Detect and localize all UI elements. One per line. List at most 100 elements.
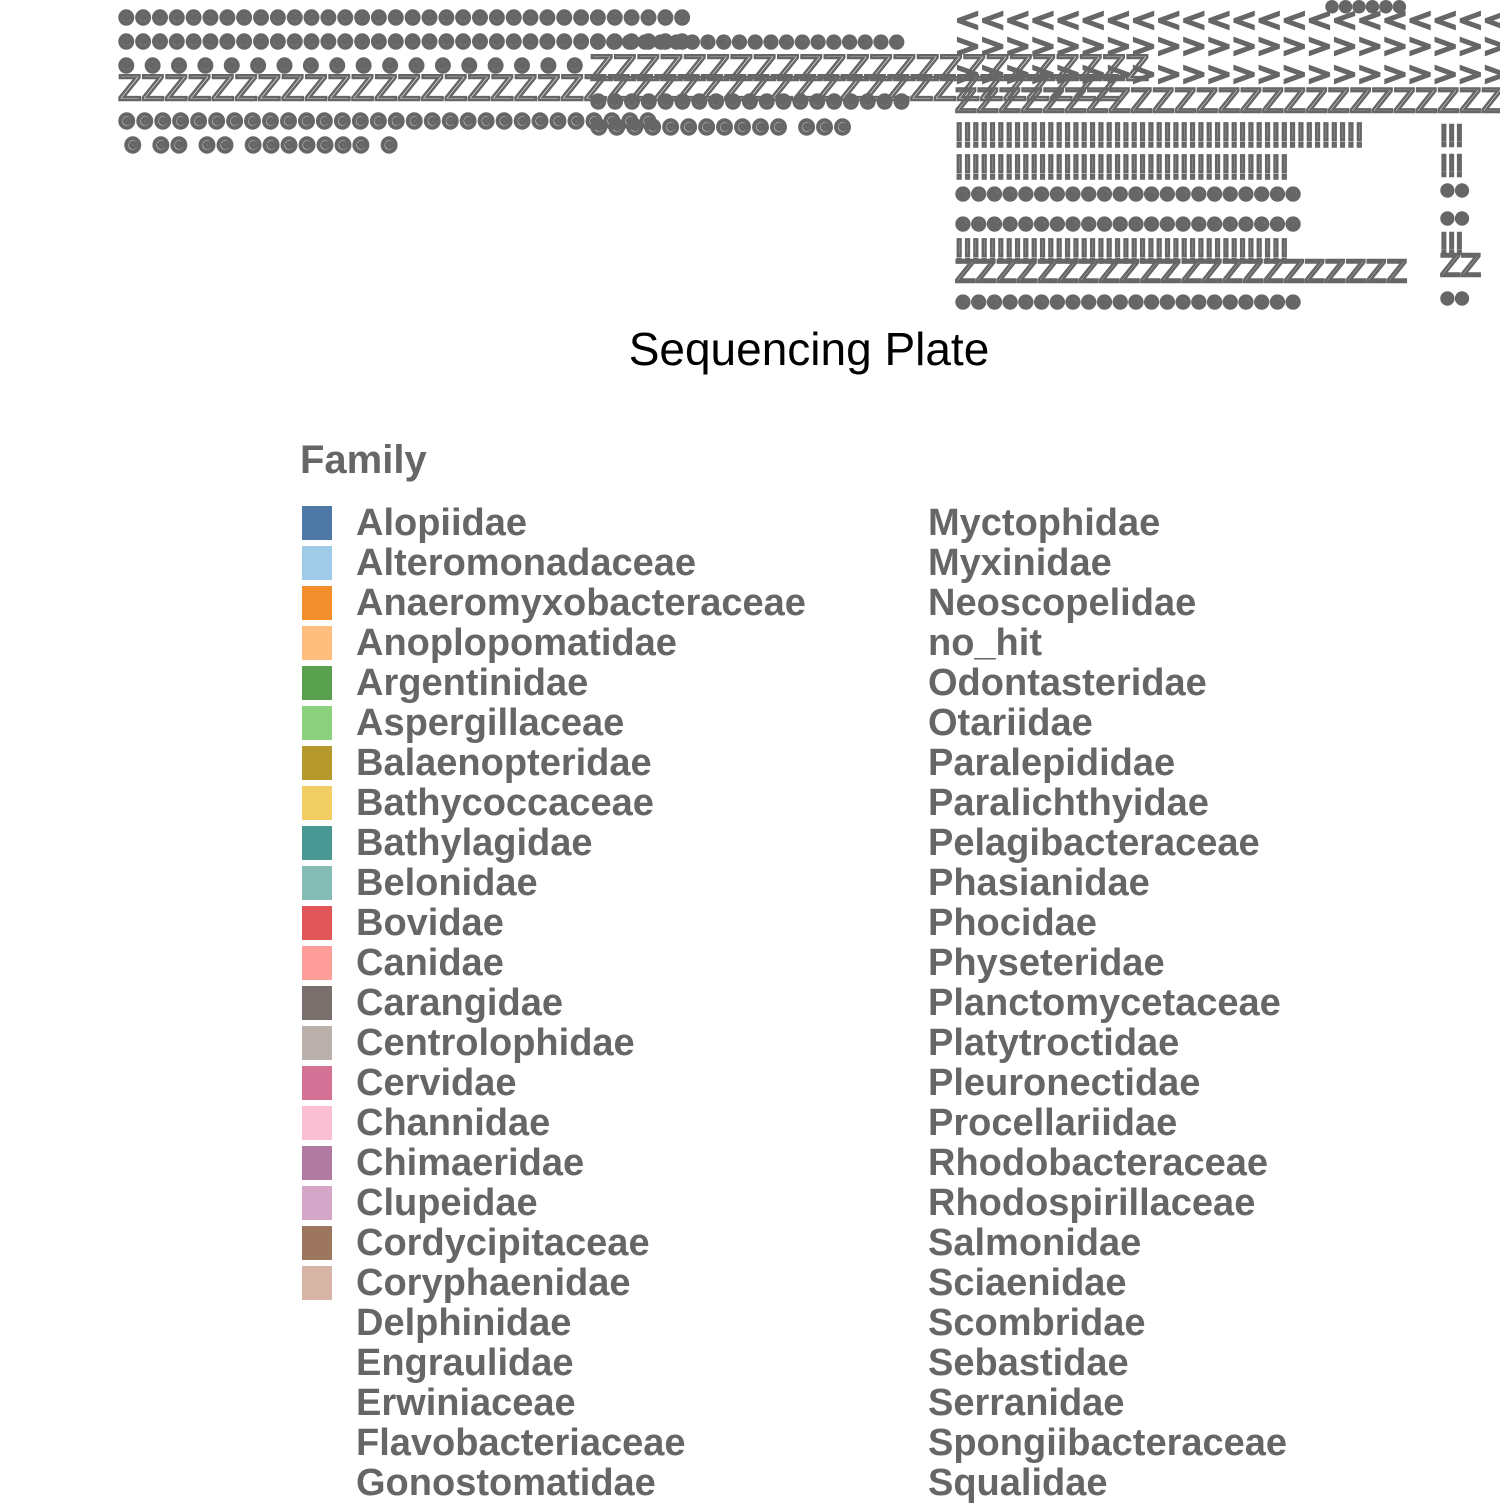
legend-swatch xyxy=(302,1186,332,1220)
legend-item: Scombridae xyxy=(928,1303,1146,1343)
legend-label: Serranidae xyxy=(928,1382,1125,1424)
legend-swatch xyxy=(302,746,332,780)
legend-label: Pelagibacteraceae xyxy=(928,822,1260,864)
legend-label: Anaeromyxobacteraceae xyxy=(356,582,806,624)
legend-label: Myctophidae xyxy=(928,502,1161,544)
legend-item: Procellariidae xyxy=(928,1103,1177,1143)
legend-swatch xyxy=(302,706,332,740)
legend-label: Paralepididae xyxy=(928,742,1176,784)
legend-item: Canidae xyxy=(302,943,504,983)
legend-item: Phocidae xyxy=(928,903,1097,943)
legend-label: Engraulidae xyxy=(356,1342,574,1384)
legend-label: Delphinidae xyxy=(356,1302,572,1344)
tick-label-glyphs: ၜၜ xyxy=(1440,173,1470,203)
legend-item: Flavobacteriaceae xyxy=(302,1423,686,1463)
tick-label-glyphs: >>>>>>>>>>>>>>>>>>>>>>>>>>>>>>>>>>>> xyxy=(955,29,1500,64)
legend-item: Cervidae xyxy=(302,1063,517,1103)
legend-item: Balaenopteridae xyxy=(302,743,652,783)
legend-swatch xyxy=(302,906,332,940)
legend-label: Paralichthyidae xyxy=(928,782,1209,824)
legend-label: Otariidae xyxy=(928,702,1093,744)
legend-swatch xyxy=(302,1346,332,1380)
tick-label-glyphs: ၜၜ xyxy=(1440,281,1470,311)
legend-swatch xyxy=(302,826,332,860)
legend-label: Channidae xyxy=(356,1102,551,1144)
legend-swatch xyxy=(302,1266,332,1300)
legend-item: Bathycoccaceae xyxy=(302,783,654,823)
tick-label-glyphs: ZZZZZZZZZZZZZZZZZZZZZZZZZZZZZZZZ xyxy=(955,82,1500,120)
legend-label: Argentinidae xyxy=(356,662,589,704)
legend-item: Pleuronectidae xyxy=(928,1063,1200,1103)
legend-label: Myxinidae xyxy=(928,542,1112,584)
legend-swatch xyxy=(302,786,332,820)
legend-label: Bathylagidae xyxy=(356,822,593,864)
legend-item: Gonostomatidae xyxy=(302,1463,656,1503)
legend-label: Platytroctidae xyxy=(928,1022,1180,1064)
legend-label: Sebastidae xyxy=(928,1342,1129,1384)
legend-item: Carangidae xyxy=(302,983,563,1023)
tick-label-glyphs: ၜၜၜၜၜၜၜၜၜၜၜၜၜၜၜၜၜၜၜၜ xyxy=(590,22,904,55)
legend-swatch xyxy=(302,1386,332,1420)
legend-label: Squalidae xyxy=(928,1462,1108,1504)
legend-label: Flavobacteriaceae xyxy=(356,1422,686,1464)
legend-label: Carangidae xyxy=(356,982,563,1024)
legend-swatch xyxy=(302,626,332,660)
tick-label-glyphs: ၜ ၜၜ ၜၜ ၜၜၜၜၜၜၜ ၜ xyxy=(124,122,398,160)
legend-item: Centrolophidae xyxy=(302,1023,635,1063)
tick-label-glyphs: ၜၜ xyxy=(1440,201,1470,231)
legend-item: Aspergillaceae xyxy=(302,703,624,743)
tick-label-glyphs: ၜၜၜၜၜၜၜၜၜၜၜၜၜၜၜၜၜၜၜ xyxy=(590,81,910,116)
x-axis-title: Sequencing Plate xyxy=(628,323,990,375)
legend-title: Family xyxy=(300,438,427,482)
tick-label-glyphs: ၜၜၜၜၜၜၜၜၜၜၜၜၜၜၜၜၜၜၜၜၜၜၜၜၜၜၜၜၜၜၜၜၜၜ xyxy=(118,0,691,32)
legend-swatch xyxy=(302,1426,332,1460)
tick-label-glyphs: ၜၜၜၜၜၜ xyxy=(1325,0,1406,18)
legend-item: Myxinidae xyxy=(928,543,1112,583)
legend-swatch xyxy=(302,506,332,540)
legend-item: Alopiidae xyxy=(302,503,527,543)
legend-label: Sciaenidae xyxy=(928,1262,1127,1304)
legend-label: Anoplopomatidae xyxy=(356,622,677,664)
legend-label: Bathycoccaceae xyxy=(356,782,654,824)
tick-label-glyphs: ᴉᴉᴉᴉᴉᴉᴉᴉᴉᴉᴉᴉᴉᴉᴉᴉᴉᴉᴉᴉᴉᴉᴉᴉᴉᴉᴉᴉᴉᴉᴉᴉᴉᴉᴉᴉᴉᴉᴉᴉ… xyxy=(955,113,1363,148)
legend-label: Alopiidae xyxy=(356,502,528,544)
legend-swatch xyxy=(302,1026,332,1060)
legend-item: Chimaeridae xyxy=(302,1143,584,1183)
tick-label-glyphs: ၜၜၜၜၜၜၜၜၜၜၜၜၜၜၜၜၜၜၜၜၜၜ xyxy=(955,282,1301,315)
legend-swatch xyxy=(302,1226,332,1260)
legend-label: Cordycipitaceae xyxy=(356,1222,650,1264)
legend-label: Cervidae xyxy=(356,1062,517,1104)
tick-label-glyphs: ၜၜၜၜၜၜၜၜၜၜၜ ၜၜၜ xyxy=(590,104,852,142)
legend-label: Rhodospirillaceae xyxy=(928,1182,1256,1224)
tick-label-glyphs: ᴉᴉᴉᴉᴉᴉᴉᴉᴉᴉᴉᴉᴉᴉᴉᴉᴉᴉᴉᴉᴉᴉᴉᴉᴉᴉᴉᴉᴉᴉᴉᴉᴉᴉᴉᴉᴉᴉᴉᴉ xyxy=(955,145,1288,180)
tick-label-glyphs: <<<<<<<<<<<<<<<<<<<<<<<<<<<<<<<<<<< xyxy=(955,3,1500,38)
legend-item: Paralichthyidae xyxy=(928,783,1209,823)
legend-swatch xyxy=(302,1466,332,1500)
legend-item: Otariidae xyxy=(928,703,1093,743)
legend-item: Rhodospirillaceae xyxy=(928,1183,1255,1223)
legend-item: Myctophidae xyxy=(928,503,1160,543)
legend-item: Planctomycetaceae xyxy=(928,983,1281,1023)
legend-swatch xyxy=(302,1146,332,1180)
legend-item: Cordycipitaceae xyxy=(302,1223,650,1263)
legend-label: Scombridae xyxy=(928,1302,1146,1344)
legend-label: Coryphaenidae xyxy=(356,1262,631,1304)
legend-item: Odontasteridae xyxy=(928,663,1207,703)
legend-label: Neoscopelidae xyxy=(928,582,1197,624)
legend-item: Phasianidae xyxy=(928,863,1150,903)
legend-swatch xyxy=(302,1066,332,1100)
legend-item: no_hit xyxy=(928,623,1042,663)
tick-label-glyphs: ၜၜၜၜၜၜၜၜၜၜၜၜၜၜၜၜၜၜၜၜၜၜ xyxy=(955,204,1301,237)
legend-label: Centrolophidae xyxy=(356,1022,635,1064)
legend-item: Pelagibacteraceae xyxy=(928,823,1260,863)
legend-item: Paralepididae xyxy=(928,743,1175,783)
legend-item: Channidae xyxy=(302,1103,550,1143)
tick-label-glyphs: ZZZZZZZZZZZZZZZZZZZZZZ xyxy=(955,255,1407,290)
legend-item: Sebastidae xyxy=(928,1343,1129,1383)
legend-item: Anoplopomatidae xyxy=(302,623,677,663)
tick-label-glyphs: ၜၜၜၜၜၜၜၜၜၜၜၜၜၜၜၜၜၜၜၜၜၜၜၜၜၜၜၜၜၜ xyxy=(118,98,657,136)
legend-label: Aspergillaceae xyxy=(356,702,625,744)
legend-label: Erwiniaceae xyxy=(356,1382,576,1424)
legend-label: Clupeidae xyxy=(356,1182,538,1224)
legend-swatch xyxy=(302,1306,332,1340)
